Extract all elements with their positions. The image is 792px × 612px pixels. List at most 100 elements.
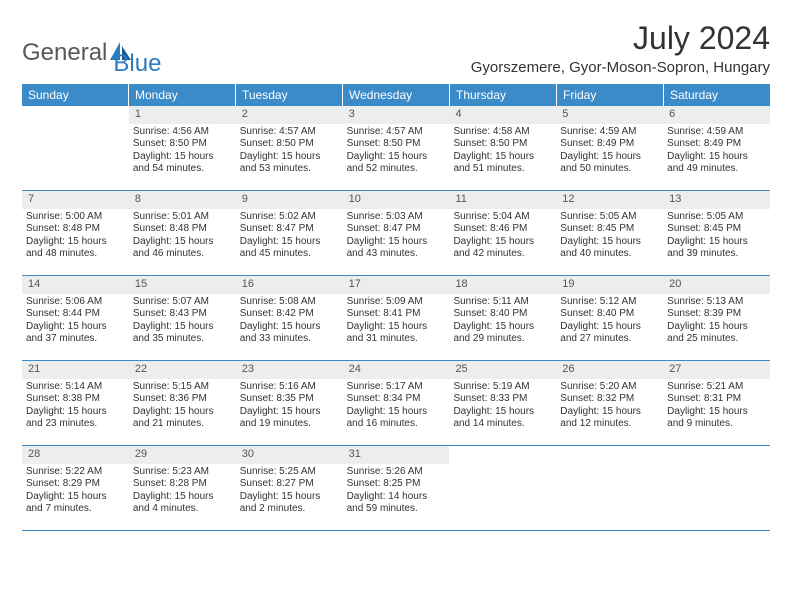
sunset-line: Sunset: 8:41 PM <box>347 308 446 321</box>
day-content: Sunrise: 4:59 AMSunset: 8:49 PMDaylight:… <box>556 124 663 182</box>
day-header: Friday <box>557 84 664 106</box>
day-cell: 24Sunrise: 5:17 AMSunset: 8:34 PMDayligh… <box>343 361 450 445</box>
day-cell: 7Sunrise: 5:00 AMSunset: 8:48 PMDaylight… <box>22 191 129 275</box>
day-content: Sunrise: 4:57 AMSunset: 8:50 PMDaylight:… <box>236 124 343 182</box>
daylight-line: Daylight: 15 hours and 16 minutes. <box>347 406 446 431</box>
sunrise-line: Sunrise: 5:16 AM <box>240 381 339 394</box>
day-cell <box>449 446 556 530</box>
location-text: Gyorszemere, Gyor-Moson-Sopron, Hungary <box>471 59 770 76</box>
sunset-line: Sunset: 8:42 PM <box>240 308 339 321</box>
day-number: 10 <box>343 191 450 209</box>
sunset-line: Sunset: 8:29 PM <box>26 478 125 491</box>
sunset-line: Sunset: 8:35 PM <box>240 393 339 406</box>
day-cell: 26Sunrise: 5:20 AMSunset: 8:32 PMDayligh… <box>556 361 663 445</box>
day-cell: 5Sunrise: 4:59 AMSunset: 8:49 PMDaylight… <box>556 106 663 190</box>
day-content: Sunrise: 5:02 AMSunset: 8:47 PMDaylight:… <box>236 209 343 267</box>
sunset-line: Sunset: 8:50 PM <box>133 138 232 151</box>
daylight-line: Daylight: 15 hours and 51 minutes. <box>453 151 552 176</box>
day-content: Sunrise: 5:06 AMSunset: 8:44 PMDaylight:… <box>22 294 129 352</box>
day-cell: 31 Sunrise: 5:26 AMSunset: 8:25 PMDayligh… <box>343 446 450 530</box>
day-content: Sunrise: 5:19 AMSunset: 8:33 PMDaylight:… <box>449 379 556 437</box>
daylight-line: Daylight: 15 hours and 27 minutes. <box>560 321 659 346</box>
sunset-line: Sunset: 8:36 PM <box>133 393 232 406</box>
day-number: 29 <box>129 446 236 464</box>
day-content: Sunrise: 5:20 AMSunset: 8:32 PMDaylight:… <box>556 379 663 437</box>
day-content: Sunrise: 4:57 AMSunset: 8:50 PMDaylight:… <box>343 124 450 182</box>
day-number: 20 <box>663 276 770 294</box>
day-cell: 17Sunrise: 5:09 AMSunset: 8:41 PMDayligh… <box>343 276 450 360</box>
sunrise-line: Sunrise: 5:12 AM <box>560 296 659 309</box>
day-cell: 13Sunrise: 5:05 AMSunset: 8:45 PMDayligh… <box>663 191 770 275</box>
day-cell: 18Sunrise: 5:11 AMSunset: 8:40 PMDayligh… <box>449 276 556 360</box>
day-number: 27 <box>663 361 770 379</box>
day-content: Sunrise: 5:04 AMSunset: 8:46 PMDaylight:… <box>449 209 556 267</box>
sunset-line: Sunset: 8:27 PM <box>240 478 339 491</box>
day-content: Sunrise: 4:58 AMSunset: 8:50 PMDaylight:… <box>449 124 556 182</box>
sunrise-line: Sunrise: 5:13 AM <box>667 296 766 309</box>
sunrise-line: Sunrise: 4:56 AM <box>133 126 232 139</box>
day-content: Sunrise: 4:56 AMSunset: 8:50 PMDaylight:… <box>129 124 236 182</box>
day-content: Sunrise: 5:05 AMSunset: 8:45 PMDaylight:… <box>556 209 663 267</box>
title-block: July 2024 Gyorszemere, Gyor-Moson-Sopron… <box>471 20 770 76</box>
sunset-line: Sunset: 8:50 PM <box>453 138 552 151</box>
day-number: 31 <box>343 446 450 464</box>
day-number: 6 <box>663 106 770 124</box>
sunrise-line: Sunrise: 5:03 AM <box>347 211 446 224</box>
daylight-line: Daylight: 15 hours and 37 minutes. <box>26 321 125 346</box>
day-number: 15 <box>129 276 236 294</box>
day-content: Sunrise: 5:15 AMSunset: 8:36 PMDaylight:… <box>129 379 236 437</box>
sunrise-line: Sunrise: 5:06 AM <box>26 296 125 309</box>
day-cell: 1Sunrise: 4:56 AMSunset: 8:50 PMDaylight… <box>129 106 236 190</box>
day-header-row: SundayMondayTuesdayWednesdayThursdayFrid… <box>22 84 770 106</box>
day-content: Sunrise: 5:25 AMSunset: 8:27 PMDaylight:… <box>236 464 343 522</box>
day-number: 30 <box>236 446 343 464</box>
day-content: Sunrise: 5:22 AMSunset: 8:29 PMDaylight:… <box>22 464 129 522</box>
day-content: Sunrise: 5:21 AMSunset: 8:31 PMDaylight:… <box>663 379 770 437</box>
sunrise-line: Sunrise: 5:17 AM <box>347 381 446 394</box>
day-cell: 12Sunrise: 5:05 AMSunset: 8:45 PMDayligh… <box>556 191 663 275</box>
sunrise-line: Sunrise: 5:22 AM <box>26 466 125 479</box>
sunrise-line: Sunrise: 5:19 AM <box>453 381 552 394</box>
sunrise-line: Sunrise: 4:58 AM <box>453 126 552 139</box>
day-content: Sunrise: 5:14 AMSunset: 8:38 PMDaylight:… <box>22 379 129 437</box>
daylight-line: Daylight: 15 hours and 39 minutes. <box>667 236 766 261</box>
daylight-line: Daylight: 14 hours and 59 minutes. <box>347 491 446 516</box>
day-number: 2 <box>236 106 343 124</box>
day-number: 3 <box>343 106 450 124</box>
day-cell: 14Sunrise: 5:06 AMSunset: 8:44 PMDayligh… <box>22 276 129 360</box>
sunset-line: Sunset: 8:50 PM <box>347 138 446 151</box>
day-content: Sunrise: 5:05 AMSunset: 8:45 PMDaylight:… <box>663 209 770 267</box>
week-row: 14Sunrise: 5:06 AMSunset: 8:44 PMDayligh… <box>22 276 770 361</box>
sunset-line: Sunset: 8:28 PM <box>133 478 232 491</box>
sunset-line: Sunset: 8:38 PM <box>26 393 125 406</box>
sunset-line: Sunset: 8:25 PM <box>347 478 446 491</box>
day-header: Thursday <box>450 84 557 106</box>
sunset-line: Sunset: 8:47 PM <box>240 223 339 236</box>
week-row: 7Sunrise: 5:00 AMSunset: 8:48 PMDaylight… <box>22 191 770 276</box>
sunrise-line: Sunrise: 5:15 AM <box>133 381 232 394</box>
day-number: 14 <box>22 276 129 294</box>
day-number: 9 <box>236 191 343 209</box>
day-content: Sunrise: 5:23 AMSunset: 8:28 PMDaylight:… <box>129 464 236 522</box>
sunrise-line: Sunrise: 5:14 AM <box>26 381 125 394</box>
sunrise-line: Sunrise: 5:21 AM <box>667 381 766 394</box>
sunrise-line: Sunrise: 5:09 AM <box>347 296 446 309</box>
day-content: Sunrise: 5:16 AMSunset: 8:35 PMDaylight:… <box>236 379 343 437</box>
daylight-line: Daylight: 15 hours and 25 minutes. <box>667 321 766 346</box>
daylight-line: Daylight: 15 hours and 43 minutes. <box>347 236 446 261</box>
sunset-line: Sunset: 8:32 PM <box>560 393 659 406</box>
sunset-line: Sunset: 8:40 PM <box>453 308 552 321</box>
sunset-line: Sunset: 8:45 PM <box>667 223 766 236</box>
day-cell: 22Sunrise: 5:15 AMSunset: 8:36 PMDayligh… <box>129 361 236 445</box>
day-content: Sunrise: 5:17 AMSunset: 8:34 PMDaylight:… <box>343 379 450 437</box>
day-content: Sunrise: 5:12 AMSunset: 8:40 PMDaylight:… <box>556 294 663 352</box>
daylight-line: Daylight: 15 hours and 19 minutes. <box>240 406 339 431</box>
daylight-line: Daylight: 15 hours and 53 minutes. <box>240 151 339 176</box>
day-content: Sunrise: 5:13 AMSunset: 8:39 PMDaylight:… <box>663 294 770 352</box>
sunrise-line: Sunrise: 5:05 AM <box>560 211 659 224</box>
daylight-line: Daylight: 15 hours and 52 minutes. <box>347 151 446 176</box>
daylight-line: Daylight: 15 hours and 23 minutes. <box>26 406 125 431</box>
sunrise-line: Sunrise: 4:59 AM <box>560 126 659 139</box>
sunrise-line: Sunrise: 5:26 AM <box>347 466 446 479</box>
daylight-line: Daylight: 15 hours and 54 minutes. <box>133 151 232 176</box>
